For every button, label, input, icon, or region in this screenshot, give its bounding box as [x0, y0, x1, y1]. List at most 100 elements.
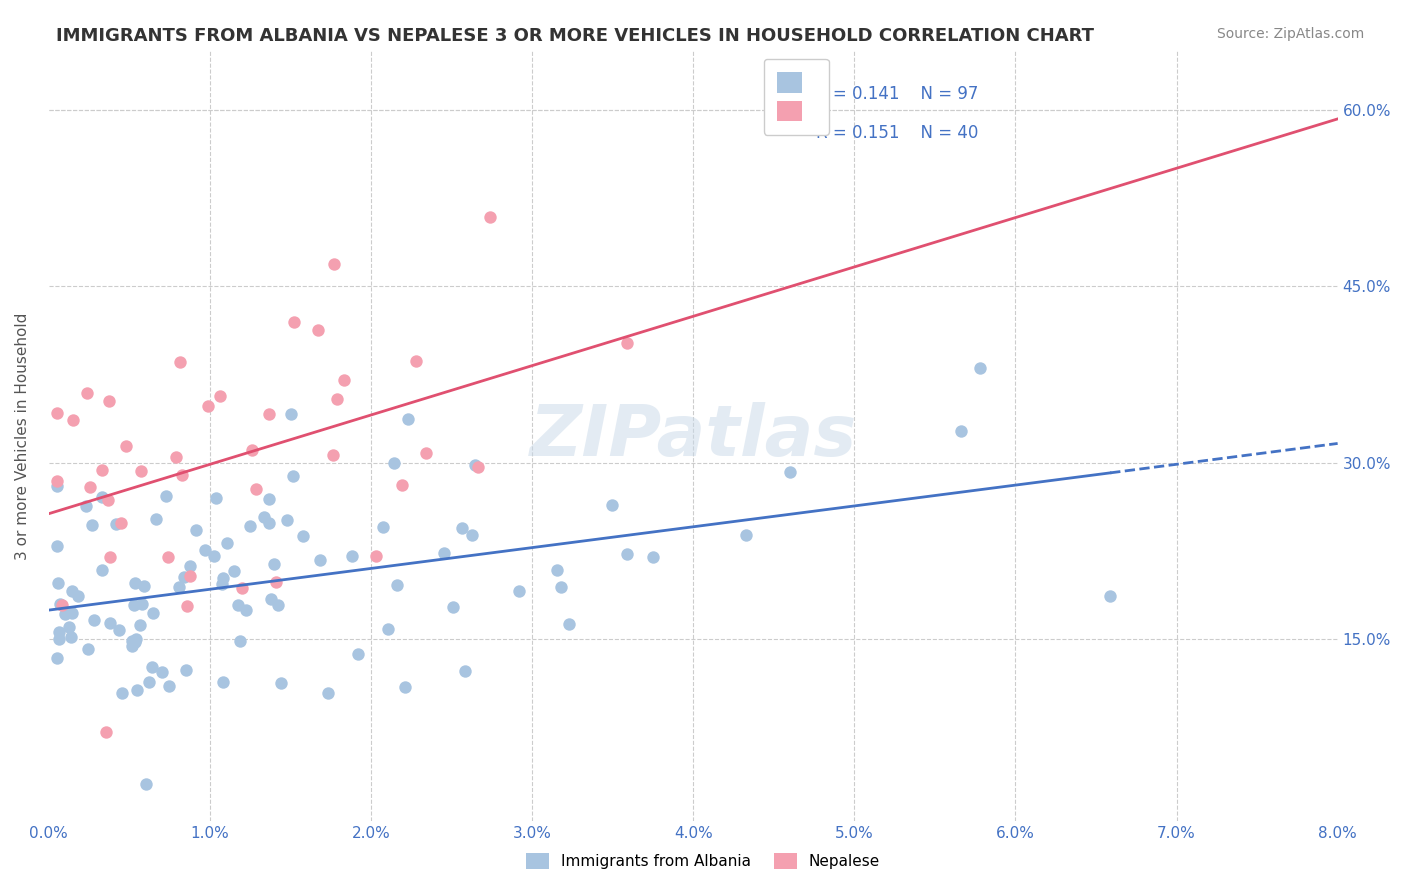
Point	[209, 389, 232, 403]
Point	[142, 606, 165, 620]
Point	[322, 448, 344, 462]
Point	[202, 549, 225, 563]
Point	[291, 529, 314, 543]
Point	[155, 489, 177, 503]
Point	[600, 498, 623, 512]
Point	[211, 571, 233, 585]
Point	[98, 615, 121, 630]
Point	[45, 406, 67, 420]
Point	[257, 516, 280, 531]
Point	[264, 575, 287, 590]
Point	[45, 479, 67, 493]
Point	[82, 517, 104, 532]
Point	[235, 603, 257, 617]
Point	[453, 664, 475, 678]
Point	[382, 456, 405, 470]
Point	[464, 458, 486, 472]
Point	[77, 642, 100, 657]
Point	[98, 393, 121, 408]
Point	[467, 460, 489, 475]
Point	[779, 465, 801, 479]
Point	[131, 597, 153, 611]
Point	[364, 549, 387, 563]
Point	[76, 386, 98, 401]
Text: R = 0.151    N = 40: R = 0.151 N = 40	[815, 124, 979, 142]
Point	[129, 464, 152, 478]
Legend: Immigrants from Albania, Nepalese: Immigrants from Albania, Nepalese	[520, 847, 886, 875]
Point	[75, 499, 97, 513]
Point	[110, 516, 132, 530]
Legend: , : ,	[763, 59, 828, 135]
Point	[53, 607, 76, 621]
Point	[121, 639, 143, 653]
Point	[184, 523, 207, 537]
Point	[150, 665, 173, 680]
Point	[385, 578, 408, 592]
Point	[62, 413, 84, 427]
Point	[1099, 589, 1122, 603]
Point	[270, 676, 292, 690]
Point	[316, 686, 339, 700]
Point	[48, 576, 70, 591]
Point	[94, 724, 117, 739]
Point	[124, 635, 146, 649]
Point	[257, 407, 280, 421]
Text: IMMIGRANTS FROM ALBANIA VS NEPALESE 3 OR MORE VEHICLES IN HOUSEHOLD CORRELATION : IMMIGRANTS FROM ALBANIA VS NEPALESE 3 OR…	[56, 27, 1094, 45]
Point	[165, 450, 187, 465]
Text: R = 0.141    N = 97: R = 0.141 N = 97	[815, 86, 979, 103]
Point	[104, 517, 127, 532]
Point	[239, 518, 262, 533]
Point	[308, 552, 330, 566]
Point	[267, 599, 290, 613]
Point	[173, 570, 195, 584]
Point	[394, 680, 416, 694]
Point	[326, 392, 349, 407]
Point	[211, 577, 233, 591]
Point	[215, 536, 238, 550]
Point	[66, 589, 89, 603]
Point	[641, 550, 664, 565]
Point	[170, 468, 193, 483]
Text: Source: ZipAtlas.com: Source: ZipAtlas.com	[1216, 27, 1364, 41]
Point	[49, 597, 72, 611]
Point	[179, 558, 201, 573]
Point	[245, 482, 267, 496]
Point	[460, 528, 482, 542]
Point	[90, 463, 112, 477]
Point	[91, 491, 114, 505]
Point	[433, 546, 456, 560]
Point	[60, 606, 83, 620]
Point	[176, 599, 198, 613]
Point	[97, 493, 120, 508]
Point	[240, 442, 263, 457]
Point	[212, 675, 235, 690]
Point	[121, 634, 143, 648]
Point	[283, 468, 305, 483]
Point	[45, 474, 67, 488]
Point	[263, 557, 285, 571]
Point	[135, 777, 157, 791]
Point	[204, 491, 226, 505]
Text: ZIPatlas: ZIPatlas	[530, 401, 856, 471]
Point	[124, 576, 146, 591]
Point	[83, 613, 105, 627]
Point	[48, 624, 70, 639]
Point	[79, 480, 101, 494]
Point	[396, 412, 419, 426]
Point	[111, 685, 134, 699]
Point	[129, 618, 152, 632]
Point	[280, 407, 302, 421]
Y-axis label: 3 or more Vehicles in Household: 3 or more Vehicles in Household	[15, 312, 30, 560]
Point	[132, 579, 155, 593]
Point	[107, 623, 129, 637]
Point	[969, 361, 991, 376]
Point	[508, 584, 530, 599]
Point	[340, 549, 363, 563]
Point	[125, 632, 148, 646]
Point	[197, 399, 219, 413]
Point	[333, 373, 356, 387]
Point	[45, 650, 67, 665]
Point	[391, 478, 413, 492]
Point	[405, 354, 427, 368]
Point	[323, 257, 346, 271]
